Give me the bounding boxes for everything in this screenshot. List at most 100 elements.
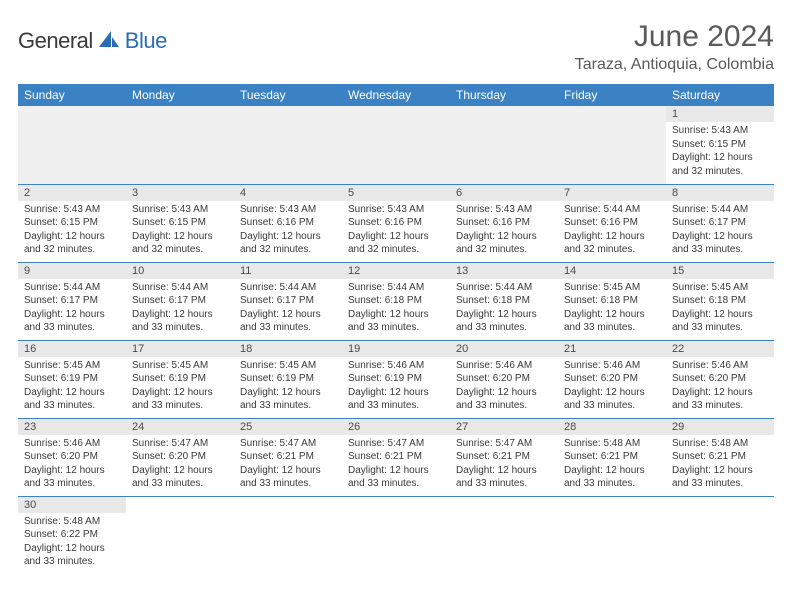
calendar-head: SundayMondayTuesdayWednesdayThursdayFrid… (18, 84, 774, 106)
day-number: 23 (18, 419, 126, 435)
day-number: 8 (666, 185, 774, 201)
day-details: Sunrise: 5:44 AMSunset: 6:18 PMDaylight:… (342, 279, 450, 339)
calendar-table: SundayMondayTuesdayWednesdayThursdayFrid… (18, 84, 774, 574)
day-details: Sunrise: 5:44 AMSunset: 6:18 PMDaylight:… (450, 279, 558, 339)
weekday-header: Tuesday (234, 84, 342, 106)
calendar-cell: 9Sunrise: 5:44 AMSunset: 6:17 PMDaylight… (18, 262, 126, 340)
calendar-cell: 30Sunrise: 5:48 AMSunset: 6:22 PMDayligh… (18, 496, 126, 574)
weekday-header: Friday (558, 84, 666, 106)
calendar-cell: 21Sunrise: 5:46 AMSunset: 6:20 PMDayligh… (558, 340, 666, 418)
day-number: 13 (450, 263, 558, 279)
day-details: Sunrise: 5:44 AMSunset: 6:17 PMDaylight:… (18, 279, 126, 339)
weekday-header: Monday (126, 84, 234, 106)
day-number: 22 (666, 341, 774, 357)
day-number: 12 (342, 263, 450, 279)
calendar-cell (450, 496, 558, 574)
day-number: 30 (18, 497, 126, 513)
day-number: 1 (666, 106, 774, 122)
day-details: Sunrise: 5:43 AMSunset: 6:16 PMDaylight:… (342, 201, 450, 261)
calendar-cell: 4Sunrise: 5:43 AMSunset: 6:16 PMDaylight… (234, 184, 342, 262)
day-number: 2 (18, 185, 126, 201)
day-number: 20 (450, 341, 558, 357)
day-details: Sunrise: 5:45 AMSunset: 6:18 PMDaylight:… (666, 279, 774, 339)
calendar-cell: 16Sunrise: 5:45 AMSunset: 6:19 PMDayligh… (18, 340, 126, 418)
calendar-cell (558, 106, 666, 184)
calendar-cell (18, 106, 126, 184)
day-number: 16 (18, 341, 126, 357)
calendar-cell: 22Sunrise: 5:46 AMSunset: 6:20 PMDayligh… (666, 340, 774, 418)
day-details: Sunrise: 5:46 AMSunset: 6:20 PMDaylight:… (18, 435, 126, 495)
day-details: Sunrise: 5:45 AMSunset: 6:19 PMDaylight:… (126, 357, 234, 417)
location: Taraza, Antioquia, Colombia (575, 56, 774, 74)
calendar-cell: 11Sunrise: 5:44 AMSunset: 6:17 PMDayligh… (234, 262, 342, 340)
day-details: Sunrise: 5:43 AMSunset: 6:16 PMDaylight:… (450, 201, 558, 261)
calendar-cell: 28Sunrise: 5:48 AMSunset: 6:21 PMDayligh… (558, 418, 666, 496)
weekday-header: Saturday (666, 84, 774, 106)
day-details: Sunrise: 5:48 AMSunset: 6:21 PMDaylight:… (666, 435, 774, 495)
calendar-cell: 15Sunrise: 5:45 AMSunset: 6:18 PMDayligh… (666, 262, 774, 340)
header: General Blue June 2024 Taraza, Antioquia… (18, 20, 774, 74)
day-number: 15 (666, 263, 774, 279)
logo: General Blue (18, 28, 167, 54)
calendar-cell: 20Sunrise: 5:46 AMSunset: 6:20 PMDayligh… (450, 340, 558, 418)
calendar-cell: 29Sunrise: 5:48 AMSunset: 6:21 PMDayligh… (666, 418, 774, 496)
day-number: 25 (234, 419, 342, 435)
day-details: Sunrise: 5:47 AMSunset: 6:21 PMDaylight:… (450, 435, 558, 495)
calendar-cell (450, 106, 558, 184)
weekday-header: Wednesday (342, 84, 450, 106)
calendar-cell (342, 496, 450, 574)
title-block: June 2024 Taraza, Antioquia, Colombia (575, 20, 774, 74)
day-details: Sunrise: 5:47 AMSunset: 6:21 PMDaylight:… (234, 435, 342, 495)
day-details: Sunrise: 5:46 AMSunset: 6:19 PMDaylight:… (342, 357, 450, 417)
day-number: 24 (126, 419, 234, 435)
day-details: Sunrise: 5:47 AMSunset: 6:20 PMDaylight:… (126, 435, 234, 495)
day-number: 28 (558, 419, 666, 435)
day-details: Sunrise: 5:43 AMSunset: 6:15 PMDaylight:… (18, 201, 126, 261)
calendar-cell: 18Sunrise: 5:45 AMSunset: 6:19 PMDayligh… (234, 340, 342, 418)
calendar-cell: 27Sunrise: 5:47 AMSunset: 6:21 PMDayligh… (450, 418, 558, 496)
weekday-header: Thursday (450, 84, 558, 106)
calendar-cell: 24Sunrise: 5:47 AMSunset: 6:20 PMDayligh… (126, 418, 234, 496)
day-number: 21 (558, 341, 666, 357)
day-number: 26 (342, 419, 450, 435)
sail-icon (97, 29, 121, 54)
calendar-cell: 8Sunrise: 5:44 AMSunset: 6:17 PMDaylight… (666, 184, 774, 262)
day-details: Sunrise: 5:43 AMSunset: 6:16 PMDaylight:… (234, 201, 342, 261)
calendar-cell: 2Sunrise: 5:43 AMSunset: 6:15 PMDaylight… (18, 184, 126, 262)
day-number: 4 (234, 185, 342, 201)
calendar-cell: 3Sunrise: 5:43 AMSunset: 6:15 PMDaylight… (126, 184, 234, 262)
day-details: Sunrise: 5:48 AMSunset: 6:21 PMDaylight:… (558, 435, 666, 495)
calendar-cell: 14Sunrise: 5:45 AMSunset: 6:18 PMDayligh… (558, 262, 666, 340)
calendar-body: 1Sunrise: 5:43 AMSunset: 6:15 PMDaylight… (18, 106, 774, 574)
day-details: Sunrise: 5:45 AMSunset: 6:19 PMDaylight:… (234, 357, 342, 417)
calendar-cell: 10Sunrise: 5:44 AMSunset: 6:17 PMDayligh… (126, 262, 234, 340)
day-number: 7 (558, 185, 666, 201)
calendar-cell: 19Sunrise: 5:46 AMSunset: 6:19 PMDayligh… (342, 340, 450, 418)
month-title: June 2024 (575, 20, 774, 54)
day-number: 14 (558, 263, 666, 279)
calendar-cell: 23Sunrise: 5:46 AMSunset: 6:20 PMDayligh… (18, 418, 126, 496)
calendar-cell: 13Sunrise: 5:44 AMSunset: 6:18 PMDayligh… (450, 262, 558, 340)
day-number: 19 (342, 341, 450, 357)
day-details: Sunrise: 5:43 AMSunset: 6:15 PMDaylight:… (666, 122, 774, 182)
calendar-cell: 6Sunrise: 5:43 AMSunset: 6:16 PMDaylight… (450, 184, 558, 262)
calendar-cell (126, 496, 234, 574)
calendar-cell (666, 496, 774, 574)
day-number: 11 (234, 263, 342, 279)
calendar-cell (558, 496, 666, 574)
day-number: 6 (450, 185, 558, 201)
calendar-cell (126, 106, 234, 184)
day-details: Sunrise: 5:48 AMSunset: 6:22 PMDaylight:… (18, 513, 126, 573)
calendar-cell: 5Sunrise: 5:43 AMSunset: 6:16 PMDaylight… (342, 184, 450, 262)
calendar-cell: 25Sunrise: 5:47 AMSunset: 6:21 PMDayligh… (234, 418, 342, 496)
day-number: 5 (342, 185, 450, 201)
calendar-cell: 26Sunrise: 5:47 AMSunset: 6:21 PMDayligh… (342, 418, 450, 496)
calendar-cell: 7Sunrise: 5:44 AMSunset: 6:16 PMDaylight… (558, 184, 666, 262)
day-number: 10 (126, 263, 234, 279)
day-details: Sunrise: 5:45 AMSunset: 6:18 PMDaylight:… (558, 279, 666, 339)
day-details: Sunrise: 5:46 AMSunset: 6:20 PMDaylight:… (450, 357, 558, 417)
day-number: 18 (234, 341, 342, 357)
calendar-cell: 17Sunrise: 5:45 AMSunset: 6:19 PMDayligh… (126, 340, 234, 418)
day-details: Sunrise: 5:46 AMSunset: 6:20 PMDaylight:… (558, 357, 666, 417)
calendar-cell (234, 106, 342, 184)
